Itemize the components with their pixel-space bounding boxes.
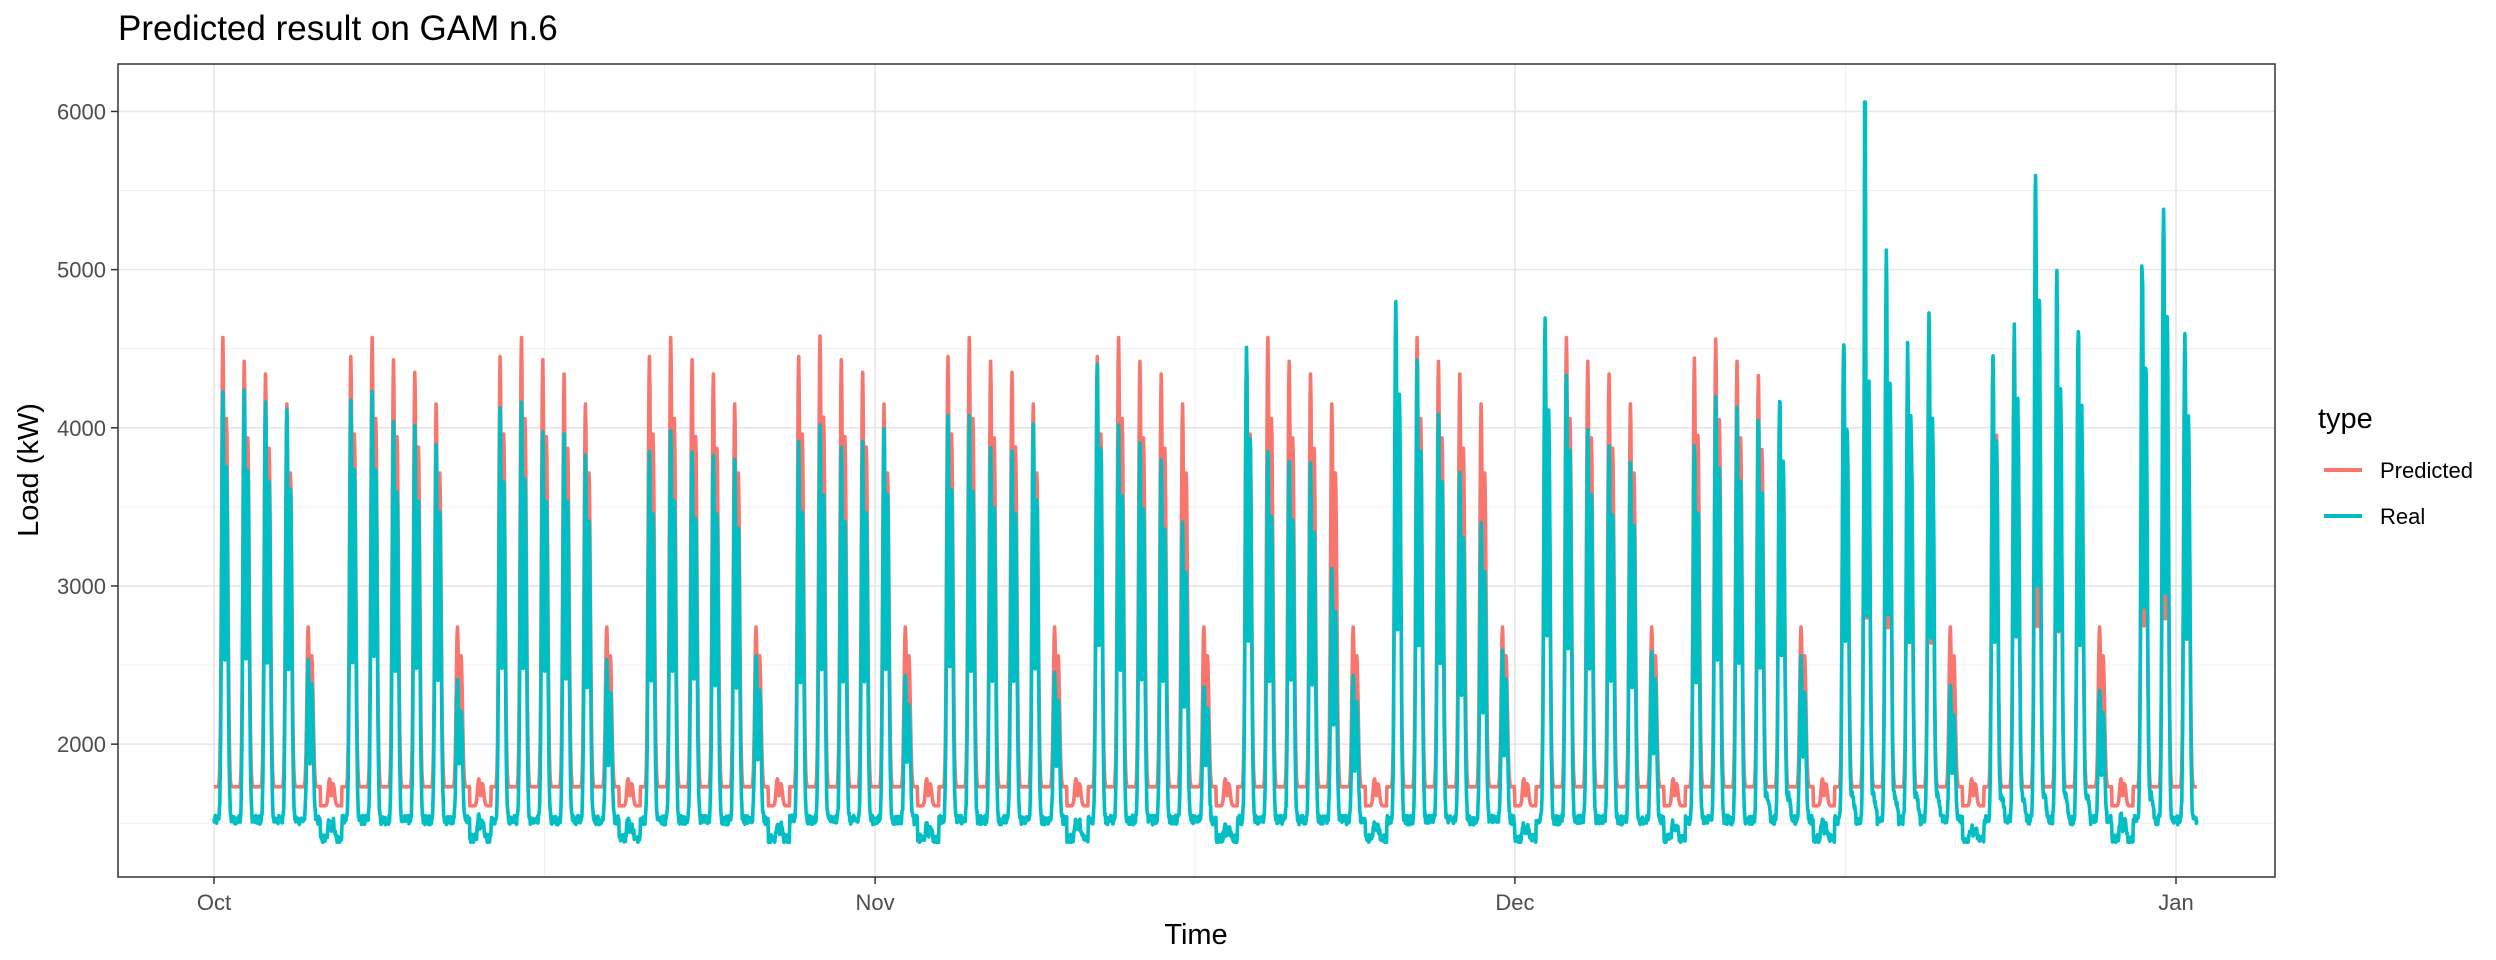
panel-border — [117, 63, 2276, 878]
legend-title: type — [2318, 403, 2373, 435]
x-tick-label: Nov — [856, 890, 895, 915]
x-tick-label: Jan — [2158, 890, 2193, 915]
series-line-real — [212, 100, 2199, 844]
y-axis: 2000 3000 4000 5000 6000 — [57, 99, 118, 757]
y-axis-title: Load (kW) — [13, 403, 45, 537]
legend: type Predicted Real — [2318, 403, 2473, 529]
legend-label-real: Real — [2380, 504, 2425, 529]
y-tick-label: 4000 — [57, 416, 106, 441]
y-tick-label: 3000 — [57, 574, 106, 599]
y-tick-label: 6000 — [57, 99, 106, 124]
chart-title: Predicted result on GAM n.6 — [118, 9, 558, 48]
x-axis-title: Time — [1164, 919, 1227, 951]
x-axis: Oct Nov Dec Jan — [197, 877, 2194, 915]
y-tick-label: 5000 — [57, 258, 106, 283]
y-tick-label: 2000 — [57, 732, 106, 757]
grid — [118, 64, 2275, 877]
x-tick-label: Oct — [197, 890, 231, 915]
legend-label-predicted: Predicted — [2380, 458, 2473, 483]
x-tick-label: Dec — [1495, 890, 1534, 915]
series-lines — [212, 100, 2199, 844]
